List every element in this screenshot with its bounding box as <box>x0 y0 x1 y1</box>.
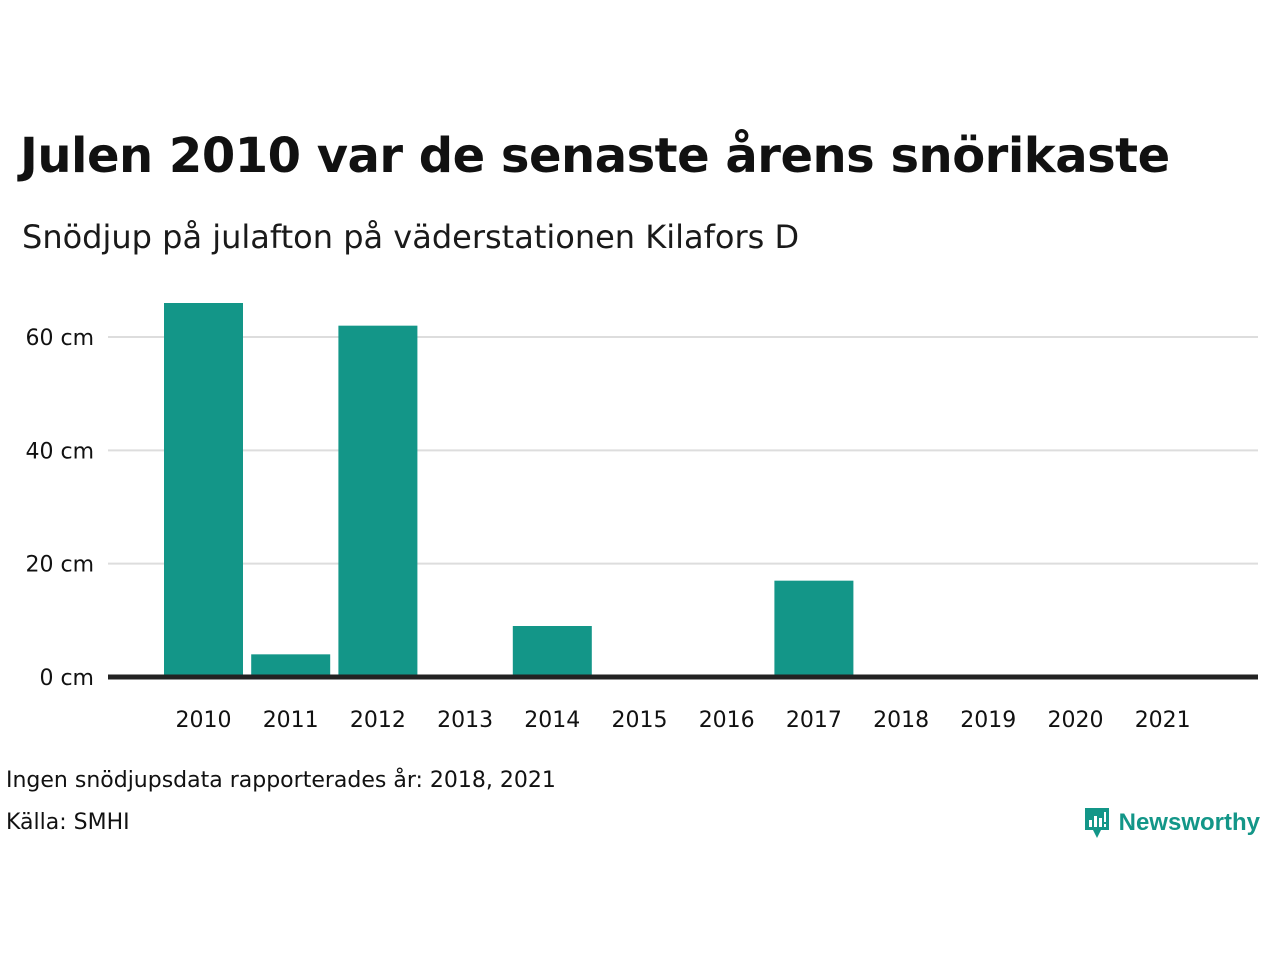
newsworthy-logo-icon <box>1084 808 1109 838</box>
x-tick-label: 2015 <box>612 708 668 733</box>
bar <box>512 626 592 677</box>
source-label: Källa: SMHI <box>6 810 130 835</box>
x-tick-label: 2020 <box>1048 708 1104 733</box>
brand-logo: Newsworthy <box>1083 806 1260 840</box>
bar <box>164 303 243 677</box>
chart-title: Julen 2010 var de senaste årens snörikas… <box>20 128 1170 184</box>
bar <box>338 325 418 677</box>
x-tick-label: 2014 <box>524 708 580 733</box>
x-tick-label: 2011 <box>263 708 319 733</box>
y-tick-label: 40 cm <box>25 439 94 464</box>
y-tick-label: 20 cm <box>25 553 94 578</box>
x-tick-label: 2017 <box>786 708 842 733</box>
chart-subtitle: Snödjup på julafton på väderstationen Ki… <box>22 218 800 256</box>
y-tick-label: 60 cm <box>25 326 94 351</box>
x-tick-label: 2018 <box>873 708 929 733</box>
bar <box>774 580 854 677</box>
brand-name: Newsworthy <box>1118 809 1260 836</box>
x-tick-label: 2021 <box>1135 708 1191 733</box>
x-tick-label: 2010 <box>176 708 232 733</box>
x-tick-label: 2016 <box>699 708 755 733</box>
y-tick-label: 0 cm <box>39 666 94 691</box>
missing-data-note: Ingen snödjupsdata rapporterades år: 201… <box>6 768 556 793</box>
x-tick-label: 2019 <box>960 708 1016 733</box>
bar <box>251 654 331 677</box>
x-tick-label: 2013 <box>437 708 493 733</box>
x-tick-label: 2012 <box>350 708 406 733</box>
